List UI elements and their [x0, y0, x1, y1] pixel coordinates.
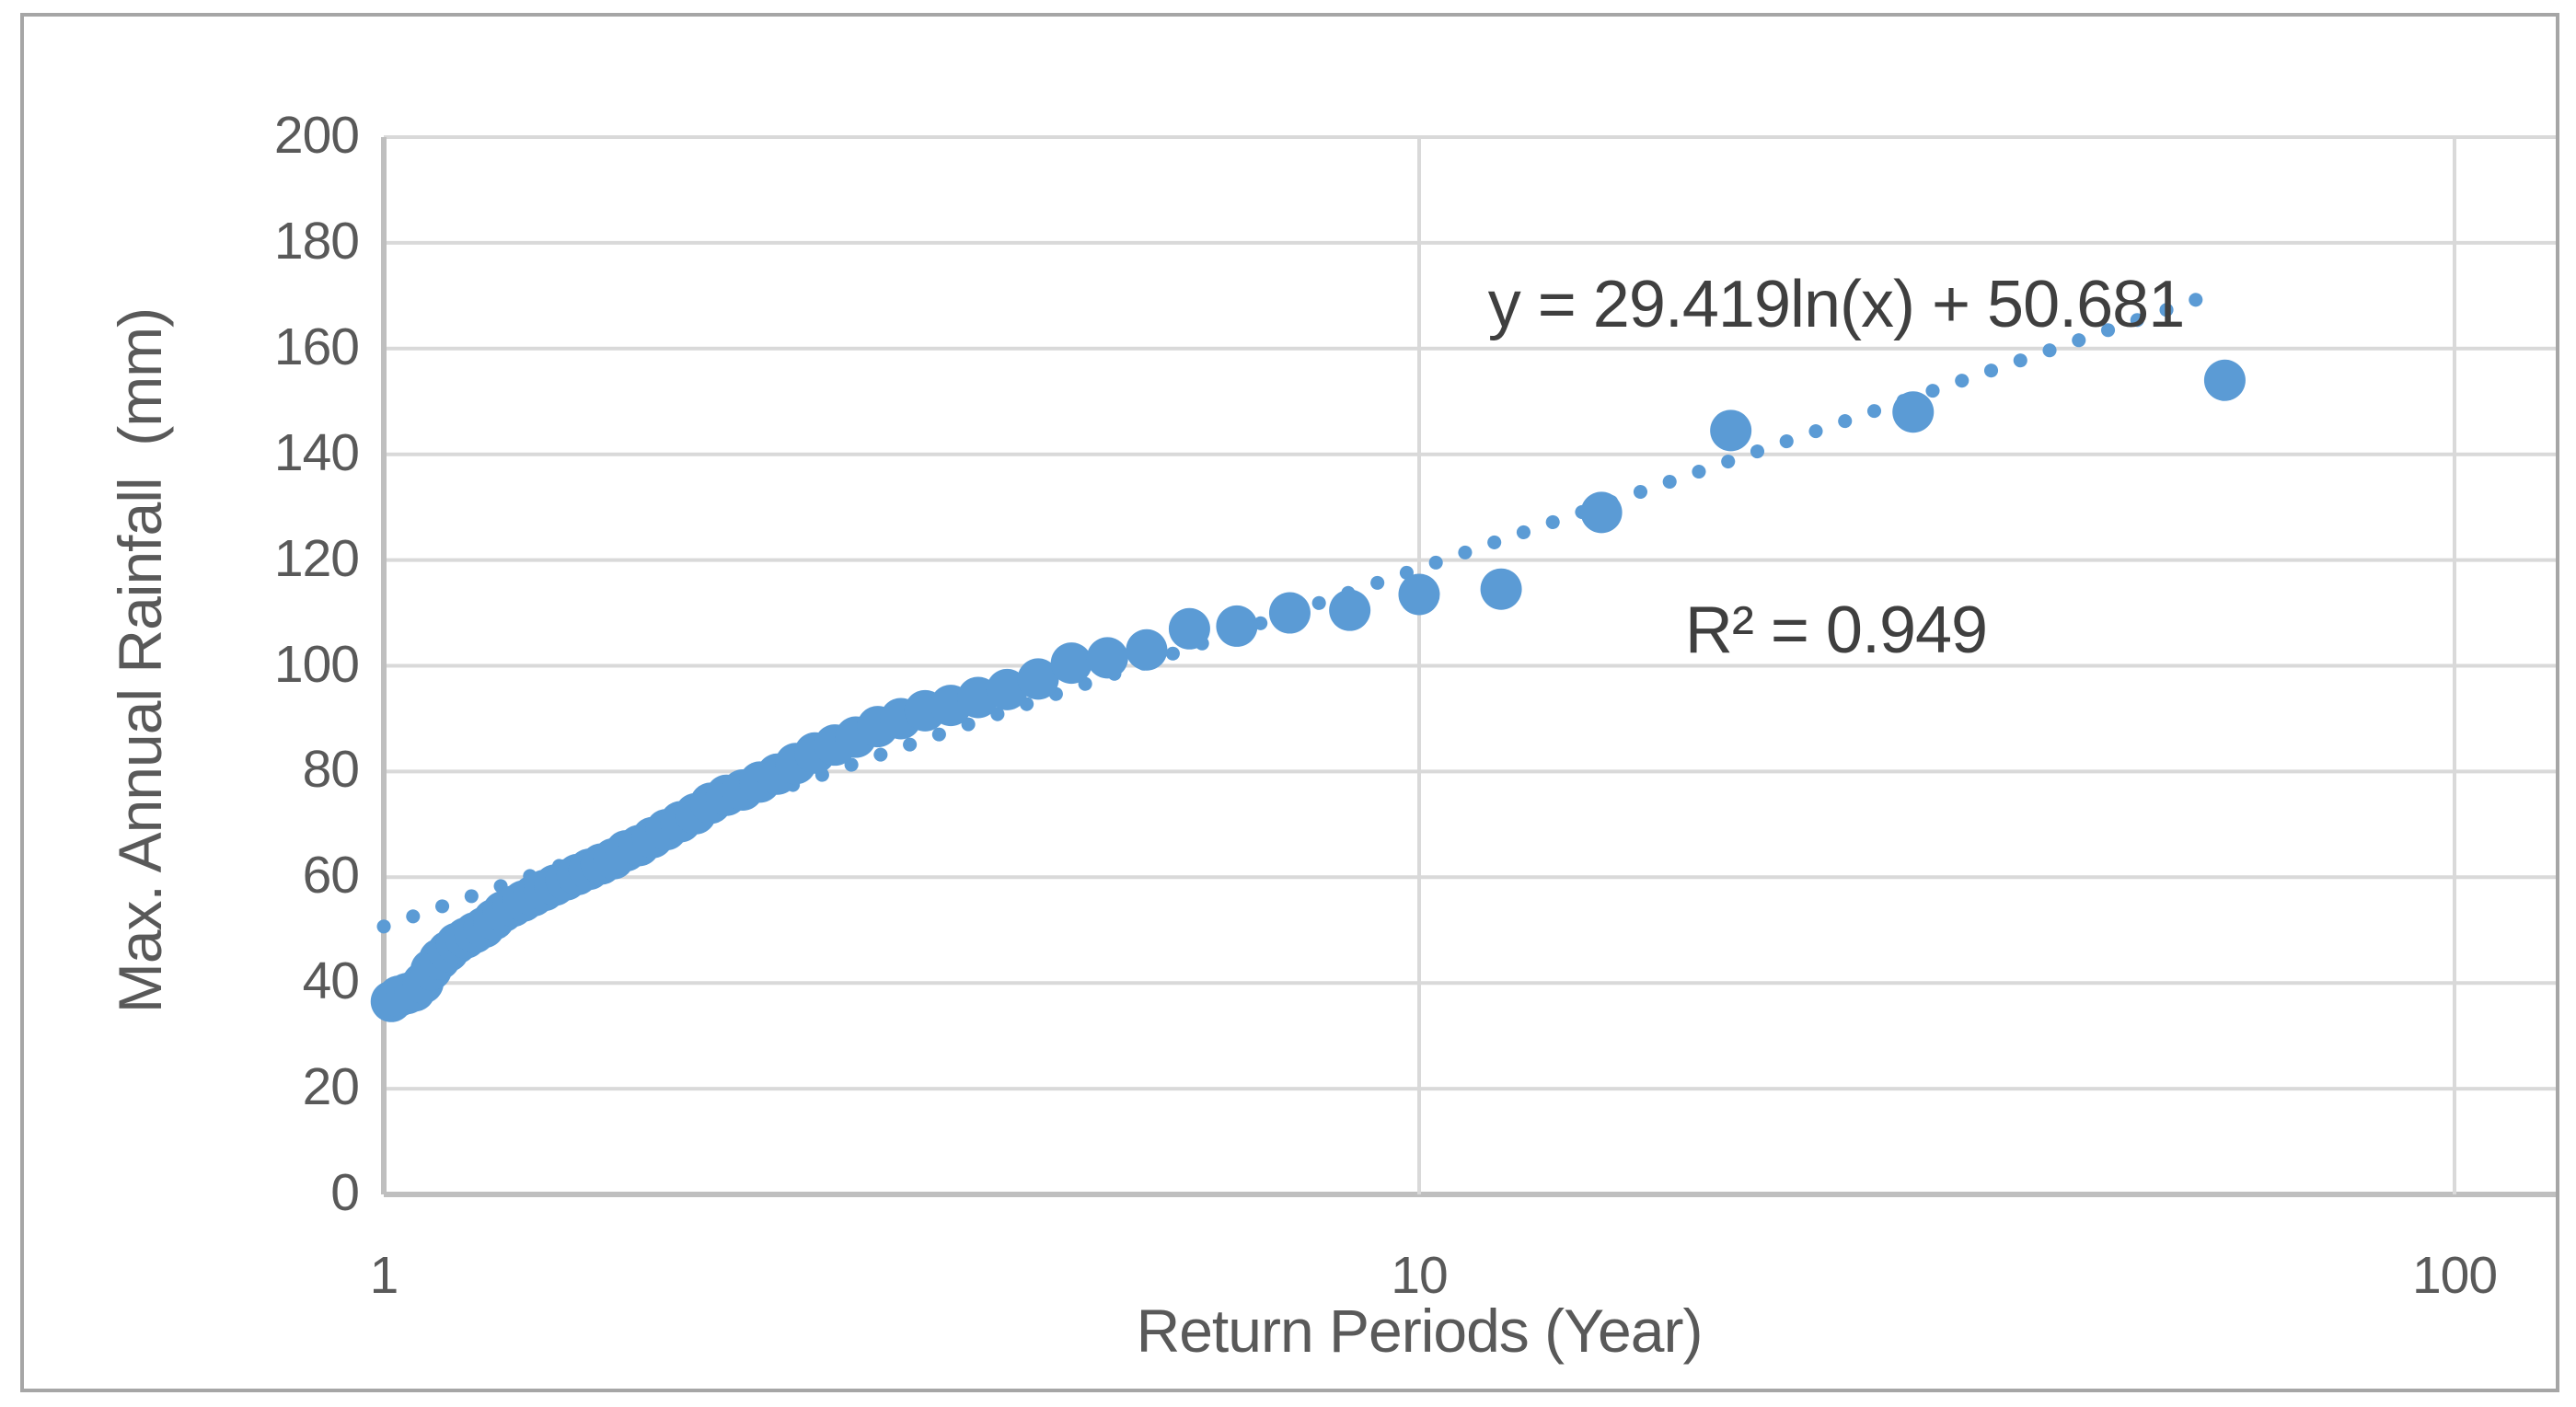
y-tick-label: 140: [273, 422, 360, 482]
y-tick-label: 120: [273, 528, 360, 588]
y-tick-label: 180: [273, 211, 360, 271]
y-tick-label: 60: [302, 846, 360, 905]
x-tick-label: 1: [369, 1246, 399, 1305]
data-point: [1017, 658, 1059, 700]
data-point: [1480, 568, 1522, 610]
y-tick-label: 200: [273, 106, 360, 165]
y-tick-label: 80: [302, 740, 360, 800]
data-point: [1216, 605, 1258, 647]
data-point: [1268, 592, 1311, 634]
trendline-r-squared-text: R² = 0.949: [1684, 594, 1988, 667]
y-tick-label: 160: [273, 317, 360, 376]
y-tick-label: 0: [330, 1163, 360, 1222]
x-tick-label: 100: [2411, 1246, 2498, 1305]
data-point: [2203, 359, 2246, 401]
data-point: [1580, 491, 1623, 534]
data-point: [1168, 607, 1210, 650]
y-tick-label: 40: [302, 951, 360, 1011]
y-tick-label: 100: [273, 634, 360, 694]
x-tick-label: 10: [1391, 1246, 1448, 1305]
data-point: [1126, 629, 1168, 671]
x-axis-title: Return Periods (Year): [1136, 1297, 1704, 1365]
data-point: [1398, 573, 1440, 616]
data-point: [1710, 409, 1752, 452]
trendline-label: y = 29.419ln(x) + 50.681 R² = 0.949: [1192, 33, 2480, 793]
data-point: [1086, 637, 1128, 679]
y-axis-title: Max. Annual Rainfall (mm): [106, 307, 174, 1014]
data-point: [1050, 642, 1092, 685]
y-tick-label: 20: [302, 1057, 360, 1117]
trendline-equation-text: y = 29.419ln(x) + 50.681: [1487, 268, 2186, 341]
data-point: [1329, 589, 1371, 631]
data-point: [1892, 391, 1935, 433]
